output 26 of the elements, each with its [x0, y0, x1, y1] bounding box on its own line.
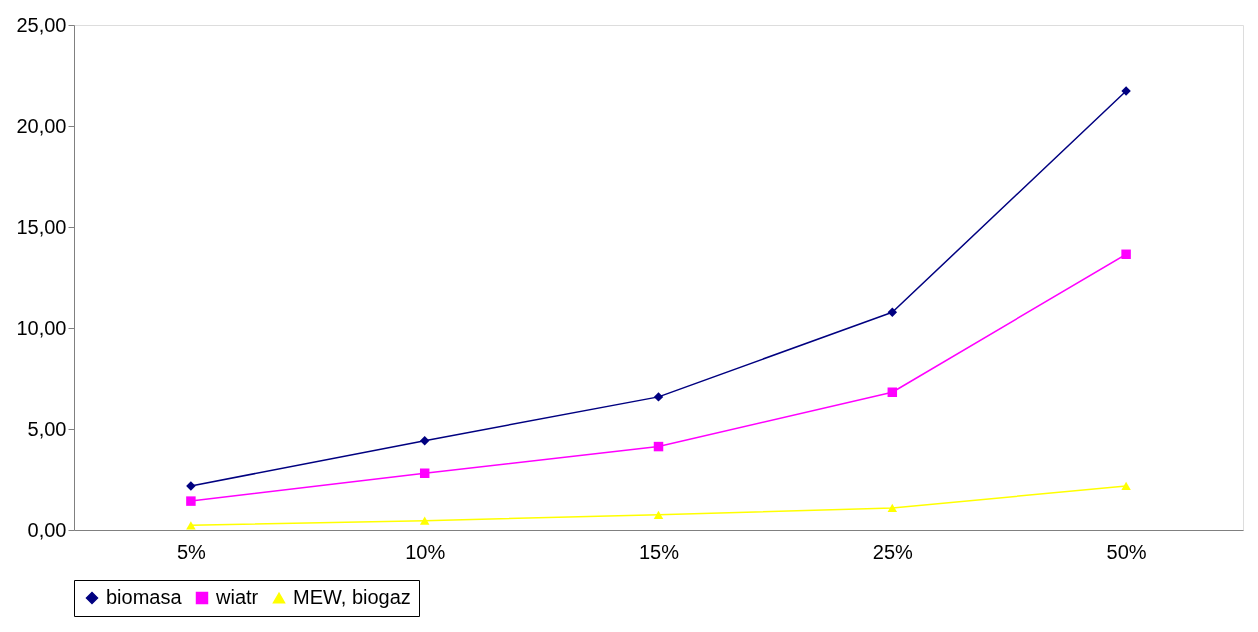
y-tick-label: 0,00: [27, 518, 67, 541]
point: [653, 441, 664, 452]
y-tick-label: 15,00: [16, 215, 67, 238]
point: [653, 510, 664, 519]
y-tick-label: 25,00: [16, 13, 67, 36]
point: [887, 307, 898, 317]
point: [653, 392, 664, 402]
point: [186, 496, 196, 506]
x-tick-label: 15%: [638, 540, 680, 563]
y-tick-label: 10,00: [16, 316, 67, 339]
x-tick-label: 10%: [405, 540, 446, 563]
point: [887, 503, 898, 513]
point: [419, 435, 430, 446]
x-tick-label: 25%: [872, 540, 914, 563]
x-tick-label: 50%: [1106, 540, 1147, 563]
y-tick-label: 20,00: [16, 114, 67, 137]
y-tick-label: 5,00: [27, 417, 67, 440]
legend-label: wiatr: [215, 586, 259, 608]
legend-label: MEW, biogaz: [293, 586, 411, 608]
point: [419, 468, 430, 478]
legend-label: biomasa: [106, 586, 183, 608]
x-tick-label: 5%: [176, 540, 207, 563]
point: [1121, 249, 1131, 260]
point: [887, 387, 898, 397]
point: [1121, 481, 1131, 491]
point: [419, 516, 430, 525]
